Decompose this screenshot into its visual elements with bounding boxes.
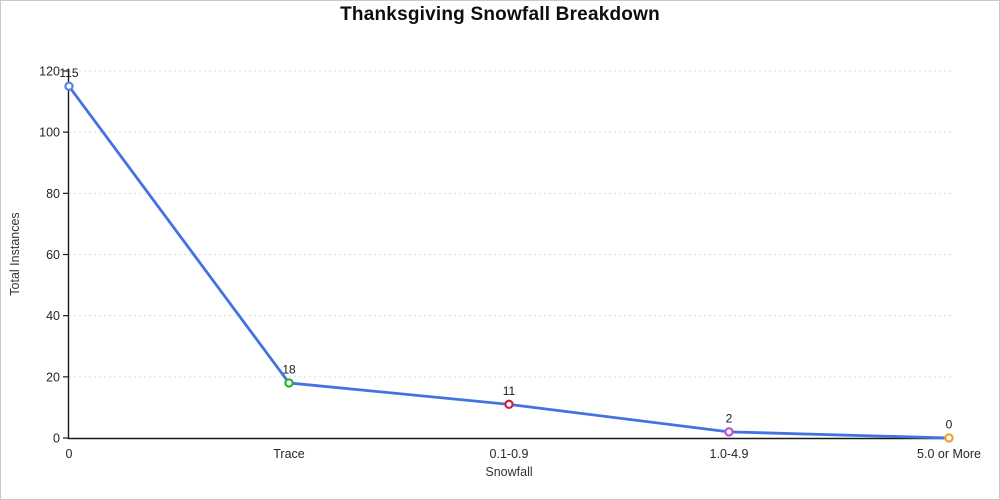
y-tick-label: 20: [46, 370, 60, 384]
x-axis-title: Snowfall: [485, 465, 533, 479]
data-point-marker: [944, 433, 954, 443]
y-tick-label: 80: [46, 187, 60, 201]
data-point-label: 115: [59, 66, 78, 80]
y-tick-label: 0: [53, 432, 60, 446]
data-point-label: 2: [726, 411, 733, 425]
y-tick-label: 40: [46, 309, 60, 323]
x-tick-label: 1.0-4.9: [710, 447, 749, 461]
x-tick-label: 0.1-0.9: [490, 447, 529, 461]
data-point-marker: [724, 427, 734, 437]
x-tick-label: 0: [66, 447, 73, 461]
data-point-marker: [64, 81, 74, 91]
data-point-marker: [504, 399, 514, 410]
data-point-label: 18: [282, 362, 296, 376]
data-point-label: 11: [503, 384, 516, 398]
data-point-label: 0: [946, 418, 953, 432]
y-tick-label: 120: [39, 65, 60, 79]
y-tick-label: 100: [39, 126, 60, 140]
data-point-marker: [284, 378, 294, 388]
y-tick-label: 60: [46, 248, 60, 262]
x-tick-label: 5.0 or More: [917, 447, 981, 461]
x-tick-label: Trace: [273, 447, 305, 461]
chart-title: Thanksgiving Snowfall Breakdown: [340, 4, 660, 25]
